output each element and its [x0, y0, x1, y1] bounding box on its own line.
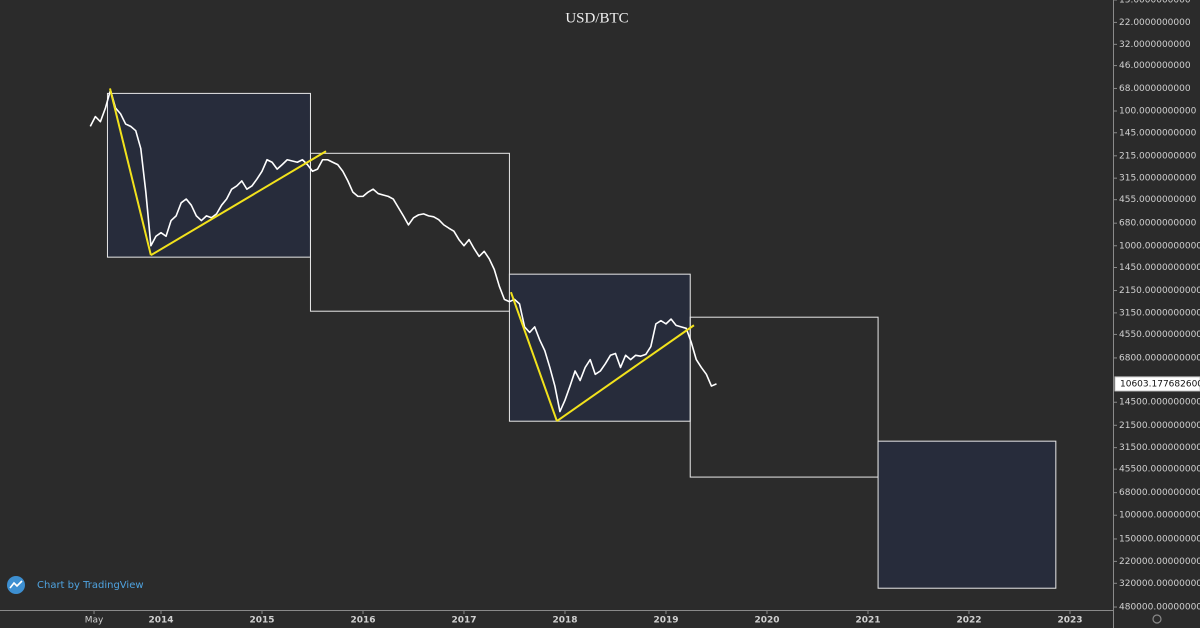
y-tick-label: 6800.0000000000 — [1119, 353, 1200, 363]
y-tick-label: 100000.0000000000 — [1119, 511, 1200, 521]
y-tick-label: 1450.0000000000 — [1119, 263, 1200, 273]
x-tick-label: 2021 — [855, 616, 880, 626]
x-tick-label: 2016 — [350, 616, 375, 626]
y-tick-label: 68.0000000000 — [1119, 84, 1191, 94]
price-line — [89, 89, 717, 413]
y-tick-label: 14500.0000000000 — [1119, 398, 1200, 408]
y-tick-label: 15.0000000000 — [1119, 0, 1191, 6]
x-tick-label: 2020 — [754, 616, 779, 626]
y-tick-label: 150000.0000000000 — [1119, 534, 1200, 544]
x-tick-label: 2015 — [249, 616, 274, 626]
chart-title: USD/BTC — [565, 10, 628, 26]
trend-line — [556, 324, 695, 422]
y-tick-label: 315.0000000000 — [1119, 174, 1197, 184]
y-tick-label: 215.0000000000 — [1119, 151, 1197, 161]
y-tick-label: 31500.0000000000 — [1119, 443, 1200, 453]
y-tick-label: 220000.0000000000 — [1119, 557, 1200, 567]
tradingview-logo — [7, 576, 25, 594]
range-box — [309, 152, 510, 312]
plot-area — [89, 88, 1057, 589]
range-box — [508, 273, 691, 422]
x-tick-label: 2018 — [552, 616, 577, 626]
x-tick-label: 2023 — [1057, 616, 1082, 626]
settings-icon[interactable] — [1152, 614, 1162, 624]
range-box — [106, 92, 311, 258]
y-tick-label: 68000.0000000000 — [1119, 488, 1200, 498]
y-tick-label: 46.0000000000 — [1119, 61, 1191, 71]
y-tick-label: 100.0000000000 — [1119, 107, 1197, 117]
x-tick-label: May — [85, 616, 104, 626]
range-box — [877, 440, 1057, 589]
y-tick-label: 1000.0000000000 — [1119, 241, 1200, 251]
y-tick-label: 680.0000000000 — [1119, 219, 1197, 229]
x-tick-label: 2014 — [148, 616, 173, 626]
y-tick-label: 4550.0000000000 — [1119, 330, 1200, 340]
last-price-box — [1114, 376, 1200, 392]
y-tick-label: 2150.0000000000 — [1119, 286, 1200, 296]
last-price-label: 10603.1776826000 — [1120, 379, 1200, 389]
trend-line — [510, 291, 558, 422]
y-tick-label: 32.0000000000 — [1119, 40, 1191, 50]
y-tick-label: 455.0000000000 — [1119, 195, 1197, 205]
trend-line — [109, 88, 152, 256]
y-tick-label: 480000.0000000000 — [1119, 603, 1200, 613]
y-tick-label: 145.0000000000 — [1119, 128, 1197, 138]
y-tick-label: 21500.0000000000 — [1119, 421, 1200, 431]
y-tick-label: 45500.0000000000 — [1119, 465, 1200, 475]
y-tick-label: 320000.0000000000 — [1119, 579, 1200, 589]
x-tick-label: 2017 — [451, 616, 476, 626]
y-tick-label: 3150.0000000000 — [1119, 308, 1200, 318]
trend-line — [150, 150, 327, 257]
footer-credit: Chart by TradingView — [37, 580, 144, 591]
axes: 15.0000000000 22.0000000000 32.0000000000 4… — [85, 0, 1200, 626]
range-box — [689, 316, 879, 478]
x-tick-label: 2019 — [653, 616, 678, 626]
y-tick-label: 22.0000000000 — [1119, 18, 1191, 28]
x-tick-label: 2022 — [956, 616, 981, 626]
